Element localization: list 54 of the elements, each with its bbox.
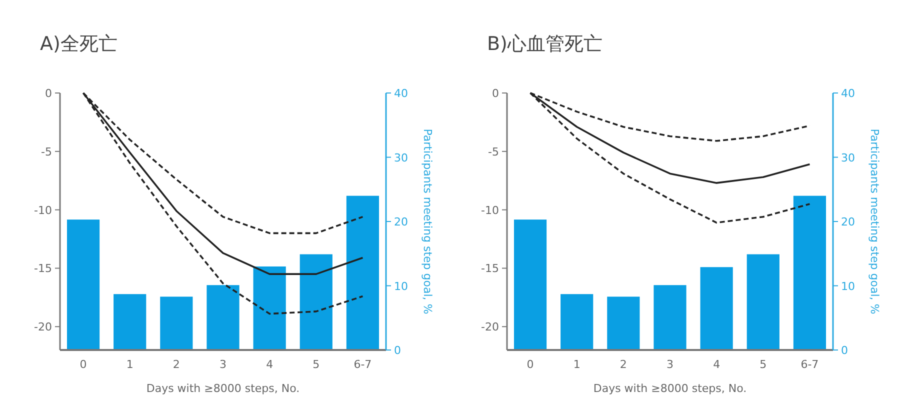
bar [654, 285, 686, 350]
y2-axis-title: Participants meeting step goal, % [868, 128, 881, 314]
y2-tick-label: 0 [394, 344, 401, 357]
x-tick-label: 5 [312, 358, 320, 371]
y-tick-label: -15 [481, 262, 499, 276]
y2-tick-label: 40 [841, 87, 855, 100]
bar [514, 220, 547, 350]
y2-tick-label: 10 [394, 280, 408, 293]
chart-title: B)心血管死亡 [487, 33, 602, 55]
y-tick-label: -20 [481, 320, 499, 334]
x-tick-label: 2 [620, 358, 627, 371]
y-tick-label: -10 [481, 204, 499, 217]
bar [206, 285, 240, 350]
x-tick-label: 1 [126, 358, 134, 371]
bar [300, 254, 332, 350]
x-tick-label: 0 [526, 358, 534, 371]
x-axis-title: Days with ≥8000 steps, No. [593, 382, 747, 395]
bar [607, 296, 640, 350]
bar [700, 267, 733, 350]
y-tick-label: -5 [41, 145, 52, 158]
y2-tick-label: 20 [394, 216, 408, 228]
bar [66, 220, 100, 350]
y-tick-label: 0 [492, 87, 499, 100]
x-tick-label: 2 [172, 358, 180, 371]
y2-tick-label: 30 [841, 151, 855, 164]
bar [793, 196, 826, 350]
x-tick-label: 0 [80, 358, 87, 371]
bar [560, 294, 594, 350]
bar [253, 266, 286, 350]
y2-tick-label: 0 [841, 344, 848, 357]
y-tick-label: 0 [45, 87, 52, 100]
bar [114, 294, 146, 350]
x-tick-label: 3 [666, 358, 674, 371]
x-tick-label: 4 [266, 358, 274, 371]
x-tick-label: 6-7 [800, 358, 819, 371]
bar [746, 254, 780, 350]
bar [160, 296, 193, 350]
y-tick-label: -20 [34, 320, 52, 334]
x-axis-title: Days with ≥8000 steps, No. [146, 382, 300, 395]
y-tick-label: -15 [34, 262, 52, 276]
y2-tick-label: 20 [841, 216, 855, 228]
x-tick-label: 4 [713, 358, 720, 371]
x-tick-label: 5 [760, 358, 767, 371]
y-tick-label: -10 [34, 204, 52, 217]
x-tick-label: 3 [220, 358, 226, 371]
y2-axis-title: Participants meeting step goal, % [421, 128, 434, 314]
bar [346, 196, 380, 350]
y-tick-label: -5 [488, 145, 499, 158]
y2-tick-label: 30 [394, 151, 408, 164]
x-tick-label: 6-7 [354, 358, 372, 371]
y2-tick-label: 10 [841, 280, 855, 293]
chart-title: A)全死亡 [40, 33, 118, 55]
x-tick-label: 1 [573, 358, 580, 371]
y2-tick-label: 40 [394, 87, 408, 100]
